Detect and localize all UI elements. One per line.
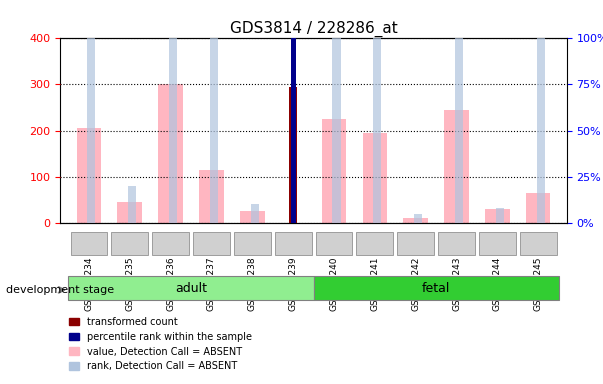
Bar [289, 87, 297, 223]
Bar [240, 211, 265, 223]
FancyBboxPatch shape [479, 232, 516, 255]
Text: GSM440240: GSM440240 [329, 257, 338, 311]
Text: GSM440238: GSM440238 [248, 257, 257, 311]
Bar [455, 0, 463, 223]
Bar [537, 0, 545, 223]
Bar [118, 202, 142, 223]
Bar [169, 0, 177, 223]
Text: GSM440236: GSM440236 [166, 257, 175, 311]
Bar [210, 38, 218, 223]
Text: GSM440237: GSM440237 [207, 257, 216, 311]
Bar [291, 0, 295, 223]
Bar [77, 128, 101, 223]
Legend: transformed count, percentile rank within the sample, value, Detection Call = AB: transformed count, percentile rank withi… [65, 313, 256, 375]
Title: GDS3814 / 228286_at: GDS3814 / 228286_at [230, 21, 397, 37]
Bar [414, 214, 422, 223]
Text: GSM440241: GSM440241 [370, 257, 379, 311]
Bar [373, 0, 381, 223]
FancyBboxPatch shape [356, 232, 393, 255]
Bar [159, 84, 183, 223]
Text: GSM440244: GSM440244 [493, 257, 502, 311]
Text: development stage: development stage [6, 285, 114, 295]
FancyBboxPatch shape [152, 232, 189, 255]
Bar [444, 110, 469, 223]
Bar [403, 218, 428, 223]
FancyBboxPatch shape [397, 232, 434, 255]
Text: GSM440234: GSM440234 [84, 257, 93, 311]
Text: GSM440235: GSM440235 [125, 257, 134, 311]
Text: adult: adult [175, 281, 207, 295]
FancyBboxPatch shape [438, 232, 475, 255]
FancyBboxPatch shape [71, 232, 107, 255]
FancyBboxPatch shape [234, 232, 271, 255]
FancyBboxPatch shape [314, 276, 558, 300]
FancyBboxPatch shape [520, 232, 557, 255]
Text: GSM440245: GSM440245 [534, 257, 543, 311]
Bar [251, 204, 259, 223]
Bar [496, 208, 504, 223]
Bar [332, 0, 341, 223]
FancyBboxPatch shape [275, 232, 312, 255]
Bar [322, 119, 346, 223]
Text: fetal: fetal [422, 281, 450, 295]
Bar [87, 0, 95, 223]
FancyBboxPatch shape [193, 232, 230, 255]
FancyBboxPatch shape [315, 232, 352, 255]
Text: GSM440242: GSM440242 [411, 257, 420, 311]
Bar [199, 170, 224, 223]
Bar [128, 186, 136, 223]
Bar [526, 193, 551, 223]
Text: GSM440243: GSM440243 [452, 257, 461, 311]
Text: GSM440239: GSM440239 [289, 257, 298, 311]
FancyBboxPatch shape [69, 276, 314, 300]
FancyBboxPatch shape [112, 232, 148, 255]
Bar [362, 133, 387, 223]
Bar [485, 209, 510, 223]
